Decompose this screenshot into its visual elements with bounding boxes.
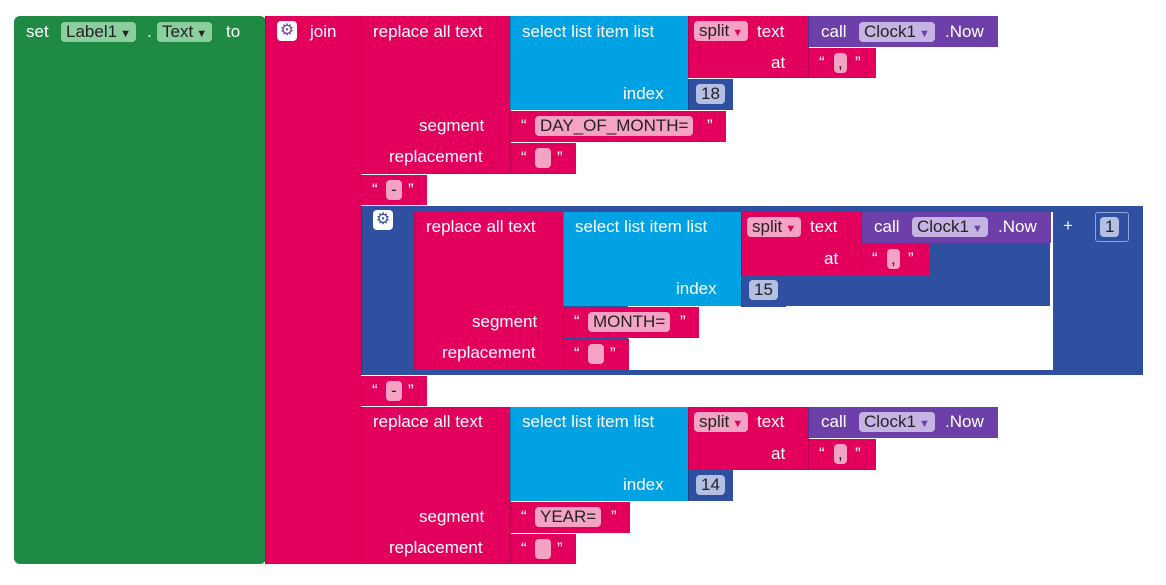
number-block[interactable]: 1 — [1095, 212, 1129, 242]
select-list-item-label: select list item list — [522, 412, 655, 431]
text-string-segment[interactable]: “ DAY_OF_MONTH= ” — [510, 111, 726, 142]
string-value[interactable] — [535, 539, 551, 559]
set-keyword: set — [26, 22, 49, 41]
string-value[interactable]: MONTH= — [588, 312, 671, 332]
select-list-item-block[interactable]: select list item list index — [563, 212, 741, 306]
string-value[interactable]: - — [386, 180, 402, 200]
number-value[interactable]: 14 — [696, 475, 725, 495]
text-string-dash[interactable]: “ - ” — [361, 175, 427, 205]
text-label: text — [757, 22, 785, 41]
now-method: .Now — [998, 217, 1037, 236]
split-block[interactable]: split ▼ text at — [688, 16, 809, 78]
join-label: join — [310, 22, 337, 41]
property-dropdown-text[interactable]: Text ▼ — [157, 22, 213, 42]
segment-label: segment — [419, 116, 485, 135]
clock-dropdown[interactable]: Clock1 ▼ — [859, 412, 935, 432]
select-list-item-block[interactable]: select list item list index — [510, 407, 688, 501]
number-block[interactable]: 15 — [741, 276, 786, 307]
index-label: index — [623, 84, 664, 103]
index-label: index — [676, 279, 717, 298]
triangle-down-icon: ▼ — [785, 223, 797, 235]
text-string-empty[interactable]: “ ” — [510, 534, 576, 564]
select-list-item-label: select list item list — [522, 22, 655, 41]
replacement-label: replacement — [389, 538, 483, 557]
replace-label: replace all text — [373, 412, 483, 431]
segment-label: segment — [419, 507, 485, 526]
split-dropdown[interactable]: split ▼ — [694, 412, 749, 432]
string-value[interactable]: , — [834, 444, 847, 464]
replace-all-text-block[interactable]: replace all text segment replacement — [414, 212, 564, 370]
replace-all-text-block[interactable]: replace all text segment replacement — [361, 16, 511, 174]
triangle-down-icon: ▼ — [918, 418, 930, 430]
white-slot — [1050, 212, 1053, 370]
dot-separator: . — [147, 22, 152, 41]
string-value[interactable]: - — [386, 381, 402, 401]
clock-now-block[interactable]: call Clock1 ▼ .Now — [808, 16, 998, 47]
call-label: call — [821, 412, 847, 431]
string-value[interactable]: YEAR= — [535, 507, 602, 527]
select-list-item-block[interactable]: select list item list index — [510, 16, 688, 110]
clock-dropdown[interactable]: Clock1 ▼ — [912, 217, 988, 237]
index-label: index — [623, 475, 664, 494]
set-label-text-block[interactable]: set Label1 ▼ . Text ▼ to — [14, 16, 266, 564]
at-label: at — [771, 444, 786, 463]
string-value[interactable] — [535, 148, 551, 168]
number-value[interactable]: 15 — [749, 280, 778, 300]
clock-now-block[interactable]: call Clock1 ▼ .Now — [861, 212, 1051, 243]
text-string-dash[interactable]: “ - ” — [361, 376, 427, 406]
triangle-down-icon: ▼ — [971, 223, 983, 235]
text-label: text — [810, 217, 838, 236]
number-block[interactable]: 18 — [688, 79, 733, 110]
text-string-segment[interactable]: “ MONTH= ” — [563, 307, 699, 338]
clock-dropdown[interactable]: Clock1 ▼ — [859, 22, 935, 42]
triangle-down-icon: ▼ — [918, 28, 930, 40]
replacement-label: replacement — [442, 343, 536, 362]
gear-icon[interactable]: ⚙ — [277, 21, 297, 41]
call-label: call — [821, 22, 847, 41]
triangle-down-icon: ▼ — [732, 27, 744, 39]
string-value[interactable]: DAY_OF_MONTH= — [535, 116, 694, 136]
triangle-down-icon: ▼ — [196, 28, 208, 40]
now-method: .Now — [945, 412, 984, 431]
triangle-down-icon: ▼ — [732, 418, 744, 430]
now-method: .Now — [945, 22, 984, 41]
join-block[interactable]: ⚙ join — [265, 16, 361, 564]
call-label: call — [874, 217, 900, 236]
segment-label: segment — [472, 312, 538, 331]
plus-operator: + — [1063, 216, 1073, 235]
replacement-label: replacement — [389, 147, 483, 166]
string-value[interactable]: , — [834, 53, 847, 73]
number-block[interactable]: 14 — [688, 470, 733, 501]
replace-all-text-block[interactable]: replace all text segment replacement — [361, 407, 511, 564]
split-block[interactable]: split ▼ text at — [688, 407, 809, 470]
string-value[interactable]: , — [887, 249, 900, 269]
number-value[interactable]: 18 — [696, 84, 725, 104]
at-label: at — [824, 249, 839, 268]
text-string-comma[interactable]: “ , ” — [861, 244, 929, 275]
split-dropdown[interactable]: split ▼ — [694, 21, 749, 41]
split-dropdown[interactable]: split ▼ — [747, 217, 802, 237]
replace-label: replace all text — [373, 22, 483, 41]
replace-label: replace all text — [426, 217, 536, 236]
text-label: text — [757, 412, 785, 431]
to-keyword: to — [226, 22, 241, 41]
triangle-down-icon: ▼ — [120, 28, 131, 40]
split-block[interactable]: split ▼ text at — [741, 212, 862, 275]
text-string-comma[interactable]: “ , ” — [808, 48, 876, 78]
string-value[interactable] — [588, 344, 604, 364]
select-list-item-label: select list item list — [575, 217, 708, 236]
component-dropdown-label1[interactable]: Label1 ▼ — [61, 22, 136, 42]
clock-now-block[interactable]: call Clock1 ▼ .Now — [808, 407, 998, 438]
gear-icon[interactable]: ⚙ — [373, 210, 393, 230]
text-string-comma[interactable]: “ , ” — [808, 439, 876, 470]
at-label: at — [771, 53, 786, 72]
text-string-empty[interactable]: “ ” — [510, 143, 576, 174]
text-string-empty[interactable]: “ ” — [563, 339, 629, 370]
text-string-segment[interactable]: “ YEAR= ” — [510, 502, 630, 533]
number-value[interactable]: 1 — [1100, 217, 1120, 237]
